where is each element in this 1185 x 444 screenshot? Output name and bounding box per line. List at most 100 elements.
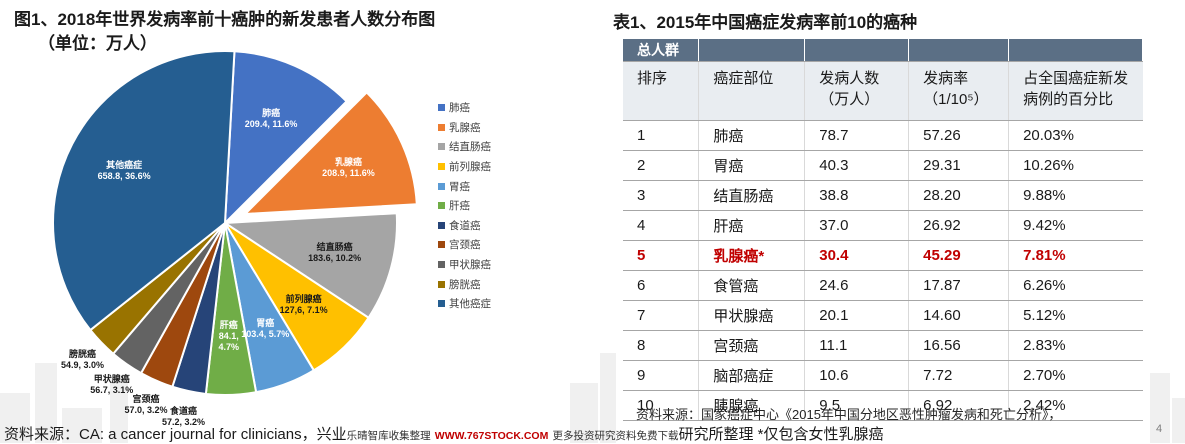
table-row: 7 甲状腺癌 20.1 14.60 5.12%	[623, 300, 1143, 331]
pie-label-value: 208.9, 11.6%	[322, 167, 375, 178]
table-cell: 胃癌	[698, 150, 806, 181]
legend-swatch	[438, 123, 445, 131]
table-row: 3 结直肠癌 38.8 28.20 9.88%	[623, 180, 1143, 211]
pie-slice-10	[52, 50, 236, 332]
legend-item-8: 甲状腺癌	[438, 255, 491, 275]
watermark-tail: 更多投资研究资料免费下载	[552, 430, 679, 442]
legend-swatch	[438, 261, 445, 269]
pie-label-value: 84.1,	[218, 330, 239, 341]
table-header-cell: 占全国癌症新发 病例的百分比	[1008, 61, 1143, 121]
legend-swatch	[438, 221, 445, 229]
legend-item-2: 结直肠癌	[438, 137, 491, 157]
table-cell: 9	[623, 360, 700, 391]
table-cell: 37.0	[804, 210, 910, 241]
table-cell: 4	[623, 210, 700, 241]
legend-label: 肝癌	[449, 200, 470, 213]
table-group-empty	[804, 39, 910, 62]
table-row: 5 乳腺癌* 30.4 45.29 7.81%	[623, 240, 1143, 271]
legend-swatch	[438, 202, 445, 210]
table-cell: 20.03%	[1008, 120, 1143, 151]
table-cell: 30.4	[804, 240, 910, 271]
table-row: 10 胰腺癌 9.5 6.92 2.42%	[623, 390, 1143, 421]
cancer-table: 总人群 排序 癌症部位 发病人数 （万人） 发病率 （1/10⁵） 占全国癌症新发 病例的百分比…	[623, 39, 1143, 421]
pie-label-value: 209.4, 11.6%	[244, 119, 298, 130]
table-group-empty	[908, 39, 1010, 62]
table-cell: 24.6	[804, 270, 910, 301]
table-cell: 57.26	[908, 120, 1010, 151]
table-row: 6 食管癌 24.6 17.87 6.26%	[623, 270, 1143, 301]
table-row: 8 宫颈癌 11.1 16.56 2.83%	[623, 330, 1143, 361]
legend-label: 膀胱癌	[449, 278, 481, 291]
legend-label: 宫颈癌	[449, 239, 481, 252]
pie-label-name: 胃癌	[256, 318, 275, 329]
table-cell: 食管癌	[698, 270, 806, 301]
legend-label: 其他癌症	[449, 298, 491, 311]
legend-label: 胃癌	[449, 180, 470, 193]
table-cell: 78.7	[804, 120, 910, 151]
pie-label-7: 宫颈癌 57.0, 3.2%	[125, 394, 168, 416]
table-header-cell: 发病率 （1/10⁵）	[908, 61, 1010, 121]
legend-swatch	[438, 104, 445, 112]
table-group-label: 总人群	[623, 39, 700, 62]
pie-label-value: 54.9, 3.0%	[61, 360, 105, 371]
pie-label-value: 57.0, 3.2%	[124, 404, 168, 415]
legend-item-4: 胃癌	[438, 176, 491, 196]
table-row: 4 肝癌 37.0 26.92 9.42%	[623, 210, 1143, 241]
pie-label-6: 食道癌 57.2, 3.2%	[162, 406, 205, 428]
pie-label-3: 前列腺癌 127,6, 7.1%	[280, 294, 328, 316]
pie-label-value: 103.4, 5.7%	[241, 329, 290, 340]
chart-title: 图1、2018年世界发病率前十癌肿的新发患者人数分布图 （单位：万人）	[14, 8, 574, 56]
table-cell: 乳腺癌*	[698, 240, 806, 271]
legend-item-9: 膀胱癌	[438, 274, 491, 294]
pie-label-2: 结直肠癌 183.6, 10.2%	[308, 242, 361, 264]
pie-slice-2	[221, 212, 398, 320]
legend-item-1: 乳腺癌	[438, 118, 491, 138]
legend-label: 肺癌	[449, 102, 470, 115]
table-cell: 胰腺癌	[698, 390, 806, 421]
table-cell: 宫颈癌	[698, 330, 806, 361]
table-title: 表1、2015年中国癌症发病率前10的癌种	[613, 13, 918, 32]
table-cell: 10.6	[804, 360, 910, 391]
table-cell: 29.31	[908, 150, 1010, 181]
pie-label-value: 57.2, 3.2%	[161, 416, 205, 427]
chart-title-line2: （单位：万人）	[38, 34, 157, 53]
table-group-empty	[698, 39, 806, 62]
pie-label-name: 其他癌症	[106, 159, 143, 170]
table-cell: 脑部癌症	[698, 360, 806, 391]
pie-label-8: 甲状腺癌 56.7, 3.1%	[90, 374, 133, 396]
watermark-url: WWW.767STOCK.COM	[434, 430, 549, 442]
pie-label-5: 肝癌 84.1, 4.7%	[218, 320, 239, 353]
pie-label-4: 胃癌 103.4, 5.7%	[241, 318, 289, 340]
table-cell: 10	[623, 390, 700, 421]
table-cell: 28.20	[908, 180, 1010, 211]
pie-label-name: 甲状腺癌	[93, 374, 130, 385]
pie-label-name: 乳腺癌	[334, 156, 362, 167]
table-cell: 9.42%	[1008, 210, 1143, 241]
table-cell: 7	[623, 300, 700, 331]
pie-label-value: 127,6, 7.1%	[279, 304, 328, 315]
chart-legend: 肺癌 乳腺癌 结直肠癌 前列腺癌 胃癌 肝癌 食道癌 宫颈癌 甲状腺癌 膀胱癌 其他癌症	[438, 98, 491, 314]
table-cell: 6.92	[908, 390, 1010, 421]
pie-label-name: 膀胱癌	[69, 349, 97, 360]
table-cell: 7.81%	[1008, 240, 1143, 271]
table-header-cell: 发病人数 （万人）	[804, 61, 910, 121]
table-cell: 3	[623, 180, 700, 211]
pie-label-10: 其他癌症 658.8, 36.6%	[98, 160, 151, 182]
table-cell: 肝癌	[698, 210, 806, 241]
table-cell: 5	[623, 240, 700, 271]
table-header-cell: 癌症部位	[698, 61, 806, 121]
table-group-row: 总人群	[623, 39, 1143, 62]
pie-label-name: 肺癌	[262, 108, 281, 119]
pie-label-9: 膀胱癌 54.9, 3.0%	[61, 349, 104, 371]
skyline-background	[0, 353, 1185, 443]
pie-label-value: 658.8, 36.6%	[97, 170, 151, 181]
bottom-source-suffix: 研究所整理 *仅包含女性乳腺癌	[678, 426, 884, 443]
pie-label-value: 183.6, 10.2%	[308, 252, 362, 263]
table-cell: 甲状腺癌	[698, 300, 806, 331]
table-row: 1 肺癌 78.7 57.26 20.03%	[623, 120, 1143, 151]
legend-item-3: 前列腺癌	[438, 157, 491, 177]
legend-label: 前列腺癌	[449, 161, 491, 174]
bottom-source: 资料来源：CA: a cancer journal for clinicians…	[4, 423, 884, 444]
table-cell: 14.60	[908, 300, 1010, 331]
table-source: 资料来源：国家癌症中心《2015年中国分地区恶性肿瘤发病和死亡分析》，	[636, 407, 1062, 422]
